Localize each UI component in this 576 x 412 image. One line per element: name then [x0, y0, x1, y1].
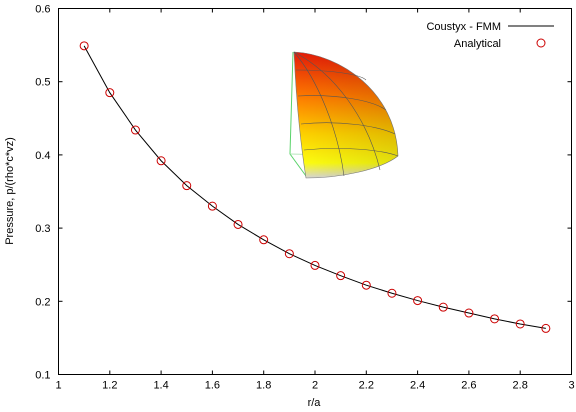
- x-tick-label: 2.4: [410, 380, 425, 392]
- data-point-analytical: [387, 288, 397, 298]
- x-tick-label: 2: [312, 380, 318, 392]
- data-point-analytical: [156, 156, 166, 166]
- data-point-analytical: [336, 271, 346, 281]
- ticks-layer: 1 1.2 1.4 1.6 1.8 2 2.2 2.4 2.6 2.8 3 0.1 0.2 0.3 0.4 0…: [35, 4, 574, 392]
- x-tick-label: 2.6: [461, 380, 476, 392]
- legend: Coustyx - FMM Analytical: [426, 21, 554, 50]
- x-tick-label: 1.8: [256, 380, 271, 392]
- y-tick-label: 0.4: [35, 150, 50, 162]
- data-point-analytical: [259, 235, 269, 245]
- data-point-analytical: [438, 302, 448, 312]
- x-tick-label: 1.4: [153, 380, 168, 392]
- data-point-analytical: [413, 296, 423, 306]
- sphere-octant-icon: [289, 51, 399, 179]
- series-layer: [79, 41, 551, 333]
- data-point-analytical: [490, 314, 500, 324]
- data-point-analytical: [207, 201, 217, 211]
- x-tick-label: 2.8: [513, 380, 528, 392]
- data-point-analytical: [361, 280, 371, 290]
- x-tick-label: 1.6: [205, 380, 220, 392]
- x-tick-label: 2.2: [359, 380, 374, 392]
- data-point-analytical: [310, 260, 320, 270]
- data-point-analytical: [515, 319, 525, 329]
- data-point-analytical: [541, 323, 551, 333]
- data-point-analytical: [79, 41, 89, 51]
- data-point-analytical: [105, 88, 115, 98]
- x-tick-label: 1: [55, 380, 61, 392]
- x-tick-label: 3: [568, 380, 574, 392]
- data-point-analytical: [464, 308, 474, 318]
- x-tick-label: 1.2: [102, 380, 117, 392]
- y-tick-label: 0.2: [35, 296, 50, 308]
- data-point-analytical: [130, 125, 140, 135]
- legend-label-analytical: Analytical: [454, 38, 501, 50]
- data-point-analytical: [284, 249, 294, 259]
- y-axis-label: Pressure, p/(rho*c*vz): [4, 137, 16, 245]
- x-axis-label: r/a: [308, 397, 322, 409]
- y-tick-label: 0.3: [35, 223, 50, 235]
- series-line-coustyx-fmm: [83, 45, 546, 329]
- legend-swatch-analytical: [536, 38, 546, 48]
- y-tick-label: 0.5: [35, 77, 50, 89]
- y-tick-label: 0.1: [35, 370, 50, 382]
- data-point-analytical: [182, 181, 192, 191]
- data-point-analytical: [233, 219, 243, 229]
- y-tick-label: 0.6: [35, 4, 50, 16]
- legend-label-fmm: Coustyx - FMM: [426, 21, 501, 33]
